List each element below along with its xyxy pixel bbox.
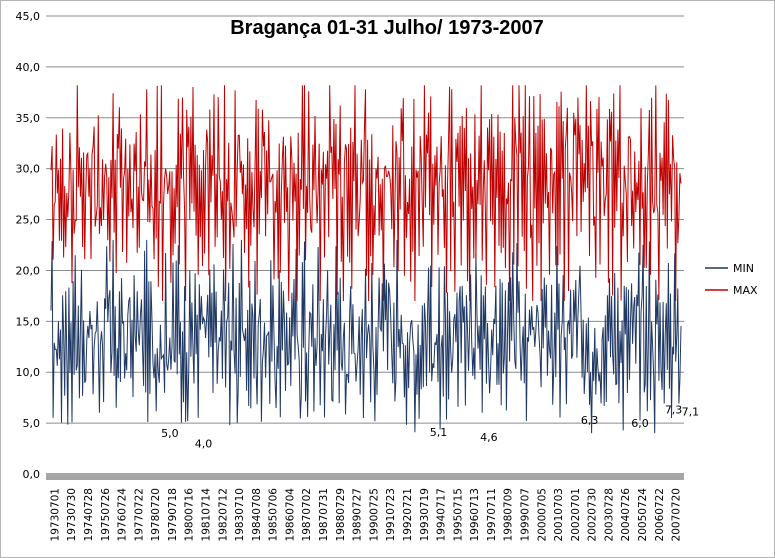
chart-title: Bragança 01-31 Julho/ 1973-2007 <box>230 17 544 39</box>
x-tick-label: 19800716 <box>184 488 196 542</box>
x-tick-label: 20000705 <box>536 488 548 541</box>
min-annotation: 7,3 <box>665 404 683 417</box>
min-annotation: 7,1 <box>682 406 700 419</box>
x-tick-label: 19820712 <box>217 488 229 541</box>
x-tick-label: 19910723 <box>385 488 397 541</box>
x-axis-line <box>46 473 684 480</box>
gridlines <box>46 15 684 480</box>
x-tick-label: 20060722 <box>654 488 666 541</box>
x-tick-label: 19930719 <box>419 488 431 541</box>
x-tick-label: 19890727 <box>352 488 364 541</box>
min-annotation: 4,6 <box>480 431 498 444</box>
x-tick-label: 19960713 <box>469 488 481 541</box>
y-tick-label: 30,0 <box>16 163 41 176</box>
min-annotation: 6,3 <box>581 414 599 427</box>
annotations: 5,0 4,0 5,1 4,6 6,3 6,0 7,3 7,1 <box>161 404 699 451</box>
y-tick-label: 20,0 <box>16 264 41 277</box>
min-annotation: 4,0 <box>195 437 213 450</box>
y-tick-label: 10,0 <box>16 366 41 379</box>
x-tick-label: 19760724 <box>117 488 129 542</box>
x-tick-label: 19990707 <box>520 488 532 541</box>
legend-label-min: MIN <box>733 262 754 275</box>
x-tick-label: 19790718 <box>167 488 179 541</box>
x-tick-label: 19980709 <box>503 488 515 541</box>
y-tick-label: 45,0 <box>16 10 41 23</box>
x-tick-label: 20040726 <box>620 488 632 542</box>
y-tick-label: 15,0 <box>16 315 41 328</box>
x-tick-label: 19730730 <box>66 488 78 541</box>
x-tick-label: 19770722 <box>133 488 145 541</box>
min-annotation: 5,0 <box>161 427 179 440</box>
x-tick-label: 19840708 <box>251 488 263 541</box>
x-tick-label: 19940717 <box>436 488 448 541</box>
y-tick-label: 35,0 <box>16 112 41 125</box>
y-tick-label: 25,0 <box>16 214 41 227</box>
x-tick-label: 20020701 <box>570 488 582 541</box>
min-annotation: 6,0 <box>631 417 649 430</box>
y-tick-label: 0,0 <box>23 468 41 481</box>
x-axis-ticks: 19730701 19730730 19740728 19750726 19760724… <box>49 488 682 542</box>
min-annotation: 5,1 <box>430 426 448 439</box>
x-tick-label: 20010703 <box>553 488 565 541</box>
x-tick-label: 20070720 <box>671 488 683 541</box>
x-tick-label: 19830710 <box>234 488 246 541</box>
y-tick-label: 40,0 <box>16 61 41 74</box>
y-tick-label: 5,0 <box>23 417 41 430</box>
x-tick-label: 19850706 <box>268 488 280 542</box>
x-tick-label: 19740728 <box>83 488 95 541</box>
series-line-min <box>50 239 682 434</box>
x-tick-label: 19870731 <box>318 488 330 541</box>
legend-label-max: MAX <box>733 284 758 297</box>
x-tick-label: 20050724 <box>637 488 649 542</box>
x-tick-label: 19860704 <box>284 488 296 542</box>
legend: MIN MAX <box>705 262 758 297</box>
x-tick-label: 19870702 <box>301 488 313 541</box>
x-tick-label: 19970711 <box>486 488 498 541</box>
x-tick-label: 20030728 <box>603 488 615 541</box>
x-tick-label: 19920721 <box>402 488 414 541</box>
x-tick-label: 19780720 <box>150 488 162 541</box>
y-axis-ticks: 0,0 5,0 10,0 15,0 20,0 25,0 30,0 35,0 40,0 45,0 <box>16 10 41 481</box>
series-lines <box>50 85 682 434</box>
x-tick-label: 19950715 <box>452 488 464 541</box>
series-line-max <box>50 85 682 302</box>
x-tick-label: 19880729 <box>335 488 347 541</box>
x-tick-label: 19810714 <box>201 488 213 542</box>
x-tick-label: 19730701 <box>49 488 61 541</box>
x-tick-label: 19750726 <box>100 488 112 542</box>
x-tick-label: 19900725 <box>368 488 380 541</box>
x-tick-label: 20020730 <box>587 488 599 541</box>
